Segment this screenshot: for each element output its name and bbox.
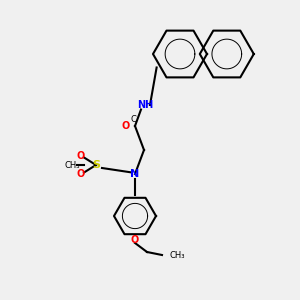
Text: CH₃: CH₃ [64,160,80,169]
Text: O: O [122,121,130,131]
Text: N: N [130,169,140,179]
Text: O: O [131,235,139,245]
Text: C: C [130,116,136,124]
Text: S: S [92,160,100,170]
Text: O: O [77,151,85,161]
Text: O: O [77,169,85,179]
Text: CH₃: CH₃ [169,250,185,260]
Text: NH: NH [137,100,154,110]
